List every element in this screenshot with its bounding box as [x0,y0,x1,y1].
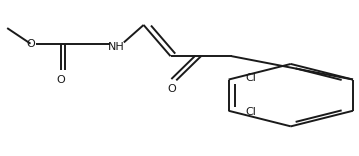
Text: O: O [167,84,176,94]
Text: Cl: Cl [246,107,257,117]
Text: Cl: Cl [246,73,257,83]
Text: O: O [57,75,65,85]
Text: NH: NH [108,42,125,52]
Text: O: O [26,39,35,49]
